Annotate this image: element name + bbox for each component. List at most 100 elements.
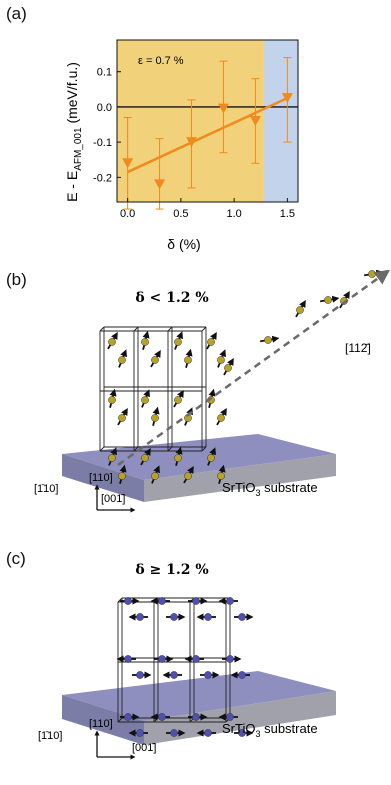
x-tick-label-1: 0.5: [173, 208, 188, 220]
y-tick-label-1: 0.0: [97, 102, 112, 114]
data-point-1: [154, 179, 166, 190]
axis-up-label-c: [110]: [89, 718, 113, 730]
axis-side-label-b: [1̄10]: [34, 483, 58, 495]
condition-c: δ ≥ 1.2 %: [135, 562, 208, 578]
substrate-label-c: SrTiO3 substrate: [222, 721, 318, 739]
atom-b-7: [217, 356, 225, 364]
plot-axes: 0.0 0.5 1.0 1.5 0.1 0.0 -0.1 -0.2: [93, 67, 295, 220]
fit-line: [127, 96, 288, 174]
atom-c-4: [192, 597, 200, 605]
atom-b-3: [151, 356, 159, 364]
atom-c-20: [192, 713, 200, 721]
y-axis-label: E - EAFM_001 (meV/f.u.): [64, 62, 84, 202]
x-tick-label-0: 0.0: [120, 208, 135, 220]
atom-c-19: [170, 729, 178, 737]
plot-marks: [117, 57, 298, 210]
atom-c-16: [124, 713, 132, 721]
plot-frame: [116, 39, 299, 203]
axes-c: [110] [1̄10] [001̄]: [38, 718, 156, 760]
atom-c-0: [124, 597, 132, 605]
atom-b-5: [184, 356, 192, 364]
strain-annotation: ε = 0.7 %: [138, 55, 184, 67]
axis-right-label-b: [001̄]: [101, 493, 125, 505]
energy-vs-delta-chart: 0.0 0.5 1.0 1.5 0.1 0.0 -0.1 -0.2 ε = 0.7 % δ (…: [64, 39, 299, 252]
data-point-3: [217, 103, 229, 114]
grid-line: [201, 326, 207, 332]
region-1: [263, 40, 298, 202]
atom-b-ext-0: [224, 364, 232, 372]
atom-b-ext-2: [296, 306, 304, 314]
substrate-top: [62, 671, 336, 721]
atom-b-2: [141, 338, 149, 346]
atom-c-7: [238, 613, 246, 621]
atom-c-22: [226, 713, 234, 721]
data-point-5: [281, 93, 293, 104]
y-axis-label-main: E - E: [64, 171, 80, 202]
data-point-2: [186, 137, 198, 148]
atom-c-9: [136, 671, 144, 679]
atom-c-17: [136, 729, 144, 737]
substrate-front: [144, 454, 336, 502]
atom-b-15: [217, 414, 225, 422]
atom-b-ext-3: [324, 296, 332, 304]
atom-c-8: [124, 655, 132, 663]
panel-b-label: (b): [6, 270, 27, 289]
atom-b-18: [141, 454, 149, 462]
atom-b-12: [174, 396, 182, 404]
y-tick-label-2: -0.1: [93, 137, 112, 149]
atom-b-4: [174, 338, 182, 346]
atom-c-6: [226, 597, 234, 605]
grid-line: [167, 446, 173, 452]
axes-b: [110] [1̄10] [001̄]: [34, 472, 136, 513]
axis-side-label-c: [1̄10]: [38, 730, 62, 742]
grid-line: [133, 446, 139, 452]
axis-right-label-c: [001̄]: [132, 742, 156, 754]
atom-b-1: [118, 356, 126, 364]
atom-b-22: [207, 454, 215, 462]
atom-c-11: [170, 671, 178, 679]
atom-b-9: [118, 414, 126, 422]
atom-c-2: [158, 597, 166, 605]
data-point-4: [249, 116, 261, 126]
atom-b-11: [151, 414, 159, 422]
y-axis-label-unit: (meV/f.u.): [64, 62, 80, 127]
atom-b-17: [118, 472, 126, 480]
atom-c-10: [158, 655, 166, 663]
spin-diagram-c: δ ≥ 1.2 % SrTiO3 substrate [110] [1̄10] …: [38, 562, 336, 760]
grid-line: [133, 326, 139, 332]
spin-diagram-b: δ < 1.2 % [112̄] SrTiO3 substrate [110] …: [34, 270, 391, 513]
atom-c-5: [204, 613, 212, 621]
atom-c-1: [136, 613, 144, 621]
atom-c-18: [158, 713, 166, 721]
substrate-top: [62, 434, 336, 480]
direction-label-b: [112̄]: [345, 341, 371, 355]
atom-b-23: [217, 472, 225, 480]
y-tick-label-0: 0.1: [97, 67, 112, 79]
condition-b: δ < 1.2 %: [135, 290, 208, 306]
atom-b-16: [108, 454, 116, 462]
x-tick-label-3: 1.5: [280, 208, 295, 220]
atom-b-10: [141, 396, 149, 404]
atom-b-21: [184, 472, 192, 480]
direction-arrow-b: [117, 270, 391, 467]
atom-c-21: [204, 729, 212, 737]
axis-up-label-b: [110]: [89, 472, 113, 484]
atom-c-23: [238, 729, 246, 737]
plot-regions: [117, 40, 298, 202]
grid-line: [167, 326, 173, 332]
atom-b-19: [151, 472, 159, 480]
substrate-b: [62, 434, 336, 502]
substrate-label-b: SrTiO3 substrate: [222, 480, 318, 498]
atom-b-6: [207, 338, 215, 346]
atom-b-ext-5: [368, 270, 376, 278]
data-point-0: [122, 158, 134, 169]
substrate-side: [62, 454, 144, 502]
substrate-c: [62, 671, 336, 745]
grid-line: [117, 597, 123, 603]
atom-b-ext-1: [264, 336, 272, 344]
atom-b-20: [174, 454, 182, 462]
atom-c-13: [204, 671, 212, 679]
atom-b-8: [108, 396, 116, 404]
atom-b-0: [108, 338, 116, 346]
panel-a-label: (a): [6, 4, 27, 23]
